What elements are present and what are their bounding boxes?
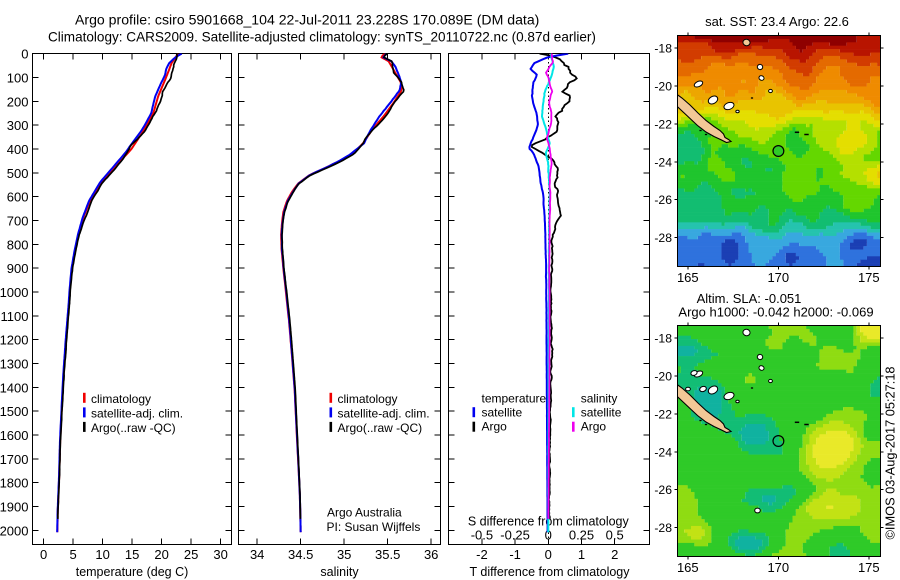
svg-text:5: 5 (69, 547, 76, 562)
svg-text:salinity: salinity (320, 565, 359, 579)
svg-text:-22: -22 (654, 117, 672, 131)
svg-text:-20: -20 (654, 79, 672, 93)
svg-text:700: 700 (7, 213, 29, 228)
svg-text:-20: -20 (654, 369, 672, 383)
svg-text:-18: -18 (654, 42, 672, 56)
svg-text:Climatology: CARS2009. Satelli: Climatology: CARS2009. Satellite-adjuste… (48, 30, 596, 45)
svg-text:170: 170 (767, 270, 789, 285)
svg-text:Argo: Argo (581, 420, 607, 434)
svg-text:175: 175 (858, 270, 880, 285)
svg-text:1600: 1600 (0, 428, 29, 443)
svg-text:1100: 1100 (1, 309, 29, 324)
svg-text:©IMOS 03-Aug-2017 05:27:18: ©IMOS 03-Aug-2017 05:27:18 (882, 366, 897, 539)
svg-text:1500: 1500 (0, 404, 29, 419)
svg-text:35.5: 35.5 (375, 547, 400, 562)
svg-text:-0.5: -0.5 (471, 528, 493, 543)
svg-text:-28: -28 (654, 231, 672, 245)
svg-text:climatology: climatology (338, 392, 398, 406)
svg-text:temperature: temperature (482, 392, 547, 406)
svg-text:Argo h1000: -0.042 h2000: -0.0: Argo h1000: -0.042 h2000: -0.069 (678, 305, 873, 320)
svg-text:sat. SST: 23.4 Argo: 22.6: sat. SST: 23.4 Argo: 22.6 (705, 14, 849, 29)
svg-text:temperature (deg C): temperature (deg C) (76, 565, 189, 579)
svg-text:0: 0 (21, 47, 28, 62)
svg-text:35: 35 (337, 547, 351, 562)
svg-text:34.5: 34.5 (288, 547, 313, 562)
svg-text:Argo: Argo (482, 420, 508, 434)
svg-text:175: 175 (858, 560, 880, 575)
svg-text:500: 500 (7, 166, 29, 181)
svg-text:1200: 1200 (0, 333, 29, 348)
svg-text:10: 10 (95, 547, 109, 562)
svg-text:-2: -2 (476, 547, 488, 562)
svg-text:25: 25 (184, 547, 198, 562)
svg-text:Argo Australia: Argo Australia (327, 506, 402, 520)
svg-text:400: 400 (7, 142, 29, 157)
svg-text:0.25: 0.25 (569, 528, 594, 543)
svg-text:1700: 1700 (0, 452, 29, 467)
svg-text:34: 34 (250, 547, 264, 562)
svg-text:20: 20 (154, 547, 168, 562)
svg-text:satellite: satellite (482, 406, 523, 420)
svg-text:satellite-adj. clim.: satellite-adj. clim. (338, 407, 430, 421)
svg-text:1900: 1900 (0, 500, 29, 515)
svg-text:Argo(..raw -QC): Argo(..raw -QC) (338, 421, 423, 435)
svg-text:0: 0 (545, 547, 552, 562)
svg-text:-24: -24 (654, 445, 672, 459)
svg-text:0: 0 (545, 528, 552, 543)
svg-text:165: 165 (677, 560, 699, 575)
svg-text:900: 900 (7, 261, 29, 276)
svg-text:-18: -18 (654, 332, 672, 346)
svg-text:-1: -1 (509, 547, 521, 562)
svg-text:satellite: satellite (581, 406, 622, 420)
svg-text:-26: -26 (654, 193, 672, 207)
svg-text:-28: -28 (654, 521, 672, 535)
svg-text:Argo(..raw -QC): Argo(..raw -QC) (91, 421, 176, 435)
svg-text:800: 800 (7, 237, 29, 252)
svg-text:-22: -22 (654, 407, 672, 421)
svg-text:1000: 1000 (0, 285, 29, 300)
svg-text:30: 30 (213, 547, 227, 562)
svg-text:600: 600 (7, 190, 29, 205)
svg-text:PI: Susan Wijffels: PI: Susan Wijffels (327, 520, 421, 534)
svg-text:300: 300 (7, 118, 29, 133)
svg-text:salinity: salinity (581, 392, 618, 406)
svg-text:satellite-adj. clim.: satellite-adj. clim. (91, 407, 183, 421)
svg-text:Altim. SLA: -0.051: Altim. SLA: -0.051 (697, 291, 802, 306)
svg-text:-26: -26 (654, 483, 672, 497)
svg-text:165: 165 (677, 270, 699, 285)
svg-text:2: 2 (611, 547, 618, 562)
svg-text:1400: 1400 (0, 380, 29, 395)
svg-text:0.5: 0.5 (606, 528, 624, 543)
svg-text:36: 36 (424, 547, 438, 562)
svg-text:0: 0 (40, 547, 47, 562)
svg-text:climatology: climatology (91, 392, 151, 406)
svg-text:2000: 2000 (0, 523, 29, 538)
svg-text:-0.25: -0.25 (500, 528, 530, 543)
svg-text:100: 100 (7, 70, 29, 85)
svg-text:200: 200 (7, 94, 29, 109)
svg-text:Argo profile: csiro 5901668_10: Argo profile: csiro 5901668_104 22-Jul-2… (75, 12, 539, 28)
svg-text:1: 1 (578, 547, 585, 562)
svg-text:T difference from climatology: T difference from climatology (469, 565, 630, 579)
svg-text:-24: -24 (654, 155, 672, 169)
svg-text:15: 15 (125, 547, 139, 562)
svg-text:1800: 1800 (0, 476, 29, 491)
svg-text:170: 170 (767, 560, 789, 575)
svg-text:1300: 1300 (0, 357, 29, 372)
